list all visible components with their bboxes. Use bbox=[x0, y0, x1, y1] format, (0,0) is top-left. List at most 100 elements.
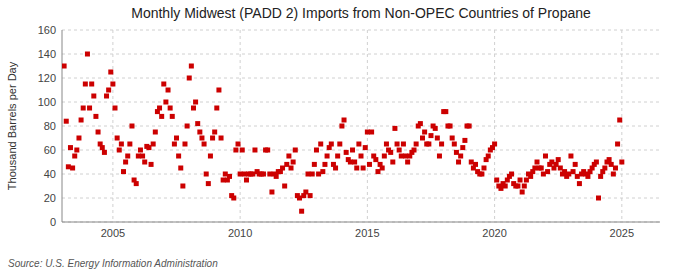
point bbox=[339, 124, 344, 129]
point bbox=[119, 142, 124, 147]
point bbox=[216, 88, 221, 93]
point bbox=[174, 136, 179, 141]
point bbox=[615, 142, 620, 147]
point bbox=[240, 148, 245, 153]
point bbox=[373, 157, 378, 162]
point bbox=[456, 160, 461, 165]
grid bbox=[62, 30, 660, 222]
point bbox=[115, 136, 120, 141]
point bbox=[72, 154, 77, 159]
point bbox=[157, 106, 162, 111]
point bbox=[93, 114, 98, 119]
point bbox=[185, 124, 190, 129]
y-tick-label: 0 bbox=[50, 216, 56, 228]
point bbox=[121, 169, 126, 174]
y-tick-label: 140 bbox=[38, 48, 56, 60]
point bbox=[577, 181, 582, 186]
point bbox=[81, 106, 86, 111]
point bbox=[515, 184, 520, 189]
point bbox=[458, 154, 463, 159]
x-grid-line bbox=[112, 30, 113, 222]
point bbox=[568, 154, 573, 159]
point bbox=[244, 178, 249, 183]
point bbox=[291, 160, 296, 165]
y-axis-line bbox=[62, 30, 63, 222]
y-tick-label: 60 bbox=[44, 144, 56, 156]
point bbox=[433, 126, 438, 131]
point bbox=[435, 136, 440, 141]
y-grid-line bbox=[62, 30, 660, 31]
point bbox=[535, 160, 540, 165]
point bbox=[227, 174, 232, 179]
point bbox=[518, 178, 523, 183]
point bbox=[299, 209, 304, 214]
point bbox=[312, 162, 317, 167]
point bbox=[420, 136, 425, 141]
point bbox=[134, 181, 139, 186]
point bbox=[359, 154, 364, 159]
x-axis-line bbox=[62, 222, 660, 223]
point bbox=[412, 148, 417, 153]
point bbox=[236, 142, 241, 147]
point bbox=[79, 118, 84, 123]
point bbox=[397, 148, 402, 153]
point bbox=[539, 166, 544, 171]
y-grid-line bbox=[62, 198, 660, 199]
point bbox=[127, 142, 132, 147]
point bbox=[310, 172, 315, 177]
point bbox=[129, 124, 134, 129]
point bbox=[452, 142, 457, 147]
x-grid-line bbox=[621, 30, 622, 222]
point bbox=[481, 166, 486, 171]
point bbox=[62, 64, 67, 69]
point bbox=[74, 148, 79, 153]
point bbox=[545, 169, 550, 174]
y-grid-line bbox=[62, 150, 660, 151]
point bbox=[422, 130, 427, 135]
point bbox=[384, 142, 389, 147]
point bbox=[528, 174, 533, 179]
point bbox=[439, 142, 444, 147]
point bbox=[286, 154, 291, 159]
point bbox=[333, 166, 338, 171]
source-note: Source: U.S. Energy Information Administ… bbox=[8, 258, 218, 269]
point bbox=[308, 193, 313, 198]
point bbox=[123, 160, 128, 165]
point bbox=[337, 142, 342, 147]
point bbox=[178, 166, 183, 171]
point bbox=[193, 100, 198, 105]
point bbox=[91, 94, 96, 99]
point bbox=[543, 154, 548, 159]
x-tick-label: 2010 bbox=[228, 227, 252, 239]
point bbox=[494, 178, 499, 183]
point bbox=[585, 174, 590, 179]
point bbox=[314, 148, 319, 153]
point bbox=[448, 124, 453, 129]
point bbox=[361, 166, 366, 171]
point bbox=[76, 136, 81, 141]
point bbox=[367, 162, 372, 167]
point bbox=[556, 157, 561, 162]
point bbox=[204, 172, 209, 177]
point bbox=[182, 142, 187, 147]
point bbox=[208, 154, 213, 159]
point bbox=[401, 142, 406, 147]
point bbox=[520, 190, 525, 195]
point bbox=[252, 148, 257, 153]
point bbox=[414, 142, 419, 147]
point bbox=[293, 148, 298, 153]
points bbox=[62, 52, 624, 214]
point bbox=[450, 136, 455, 141]
point bbox=[195, 121, 200, 126]
point bbox=[138, 148, 143, 153]
point bbox=[388, 150, 393, 155]
y-tick-label: 20 bbox=[44, 192, 56, 204]
point bbox=[503, 184, 508, 189]
point bbox=[479, 172, 484, 177]
point bbox=[342, 118, 347, 123]
point bbox=[522, 184, 527, 189]
point bbox=[125, 154, 130, 159]
point bbox=[356, 142, 361, 147]
point bbox=[443, 109, 448, 114]
point bbox=[151, 142, 156, 147]
